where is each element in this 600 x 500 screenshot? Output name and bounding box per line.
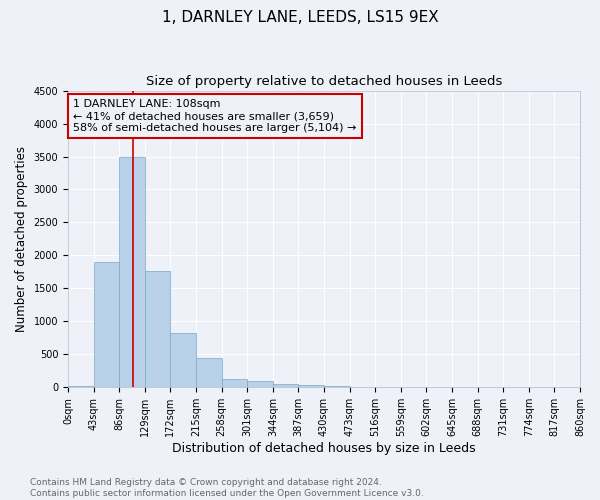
Text: 1 DARNLEY LANE: 108sqm
← 41% of detached houses are smaller (3,659)
58% of semi-: 1 DARNLEY LANE: 108sqm ← 41% of detached…	[73, 100, 356, 132]
Bar	[324, 386, 350, 388]
Bar	[247, 382, 273, 388]
Bar	[119, 156, 145, 388]
Bar	[350, 387, 375, 388]
X-axis label: Distribution of detached houses by size in Leeds: Distribution of detached houses by size …	[172, 442, 476, 455]
Bar	[196, 358, 221, 388]
Bar	[68, 386, 94, 388]
Text: 1, DARNLEY LANE, LEEDS, LS15 9EX: 1, DARNLEY LANE, LEEDS, LS15 9EX	[161, 10, 439, 25]
Bar	[273, 384, 298, 388]
Y-axis label: Number of detached properties: Number of detached properties	[15, 146, 28, 332]
Title: Size of property relative to detached houses in Leeds: Size of property relative to detached ho…	[146, 75, 502, 88]
Bar	[94, 262, 119, 388]
Bar	[298, 385, 324, 388]
Bar	[145, 272, 170, 388]
Bar	[170, 332, 196, 388]
Bar	[221, 379, 247, 388]
Text: Contains HM Land Registry data © Crown copyright and database right 2024.
Contai: Contains HM Land Registry data © Crown c…	[30, 478, 424, 498]
